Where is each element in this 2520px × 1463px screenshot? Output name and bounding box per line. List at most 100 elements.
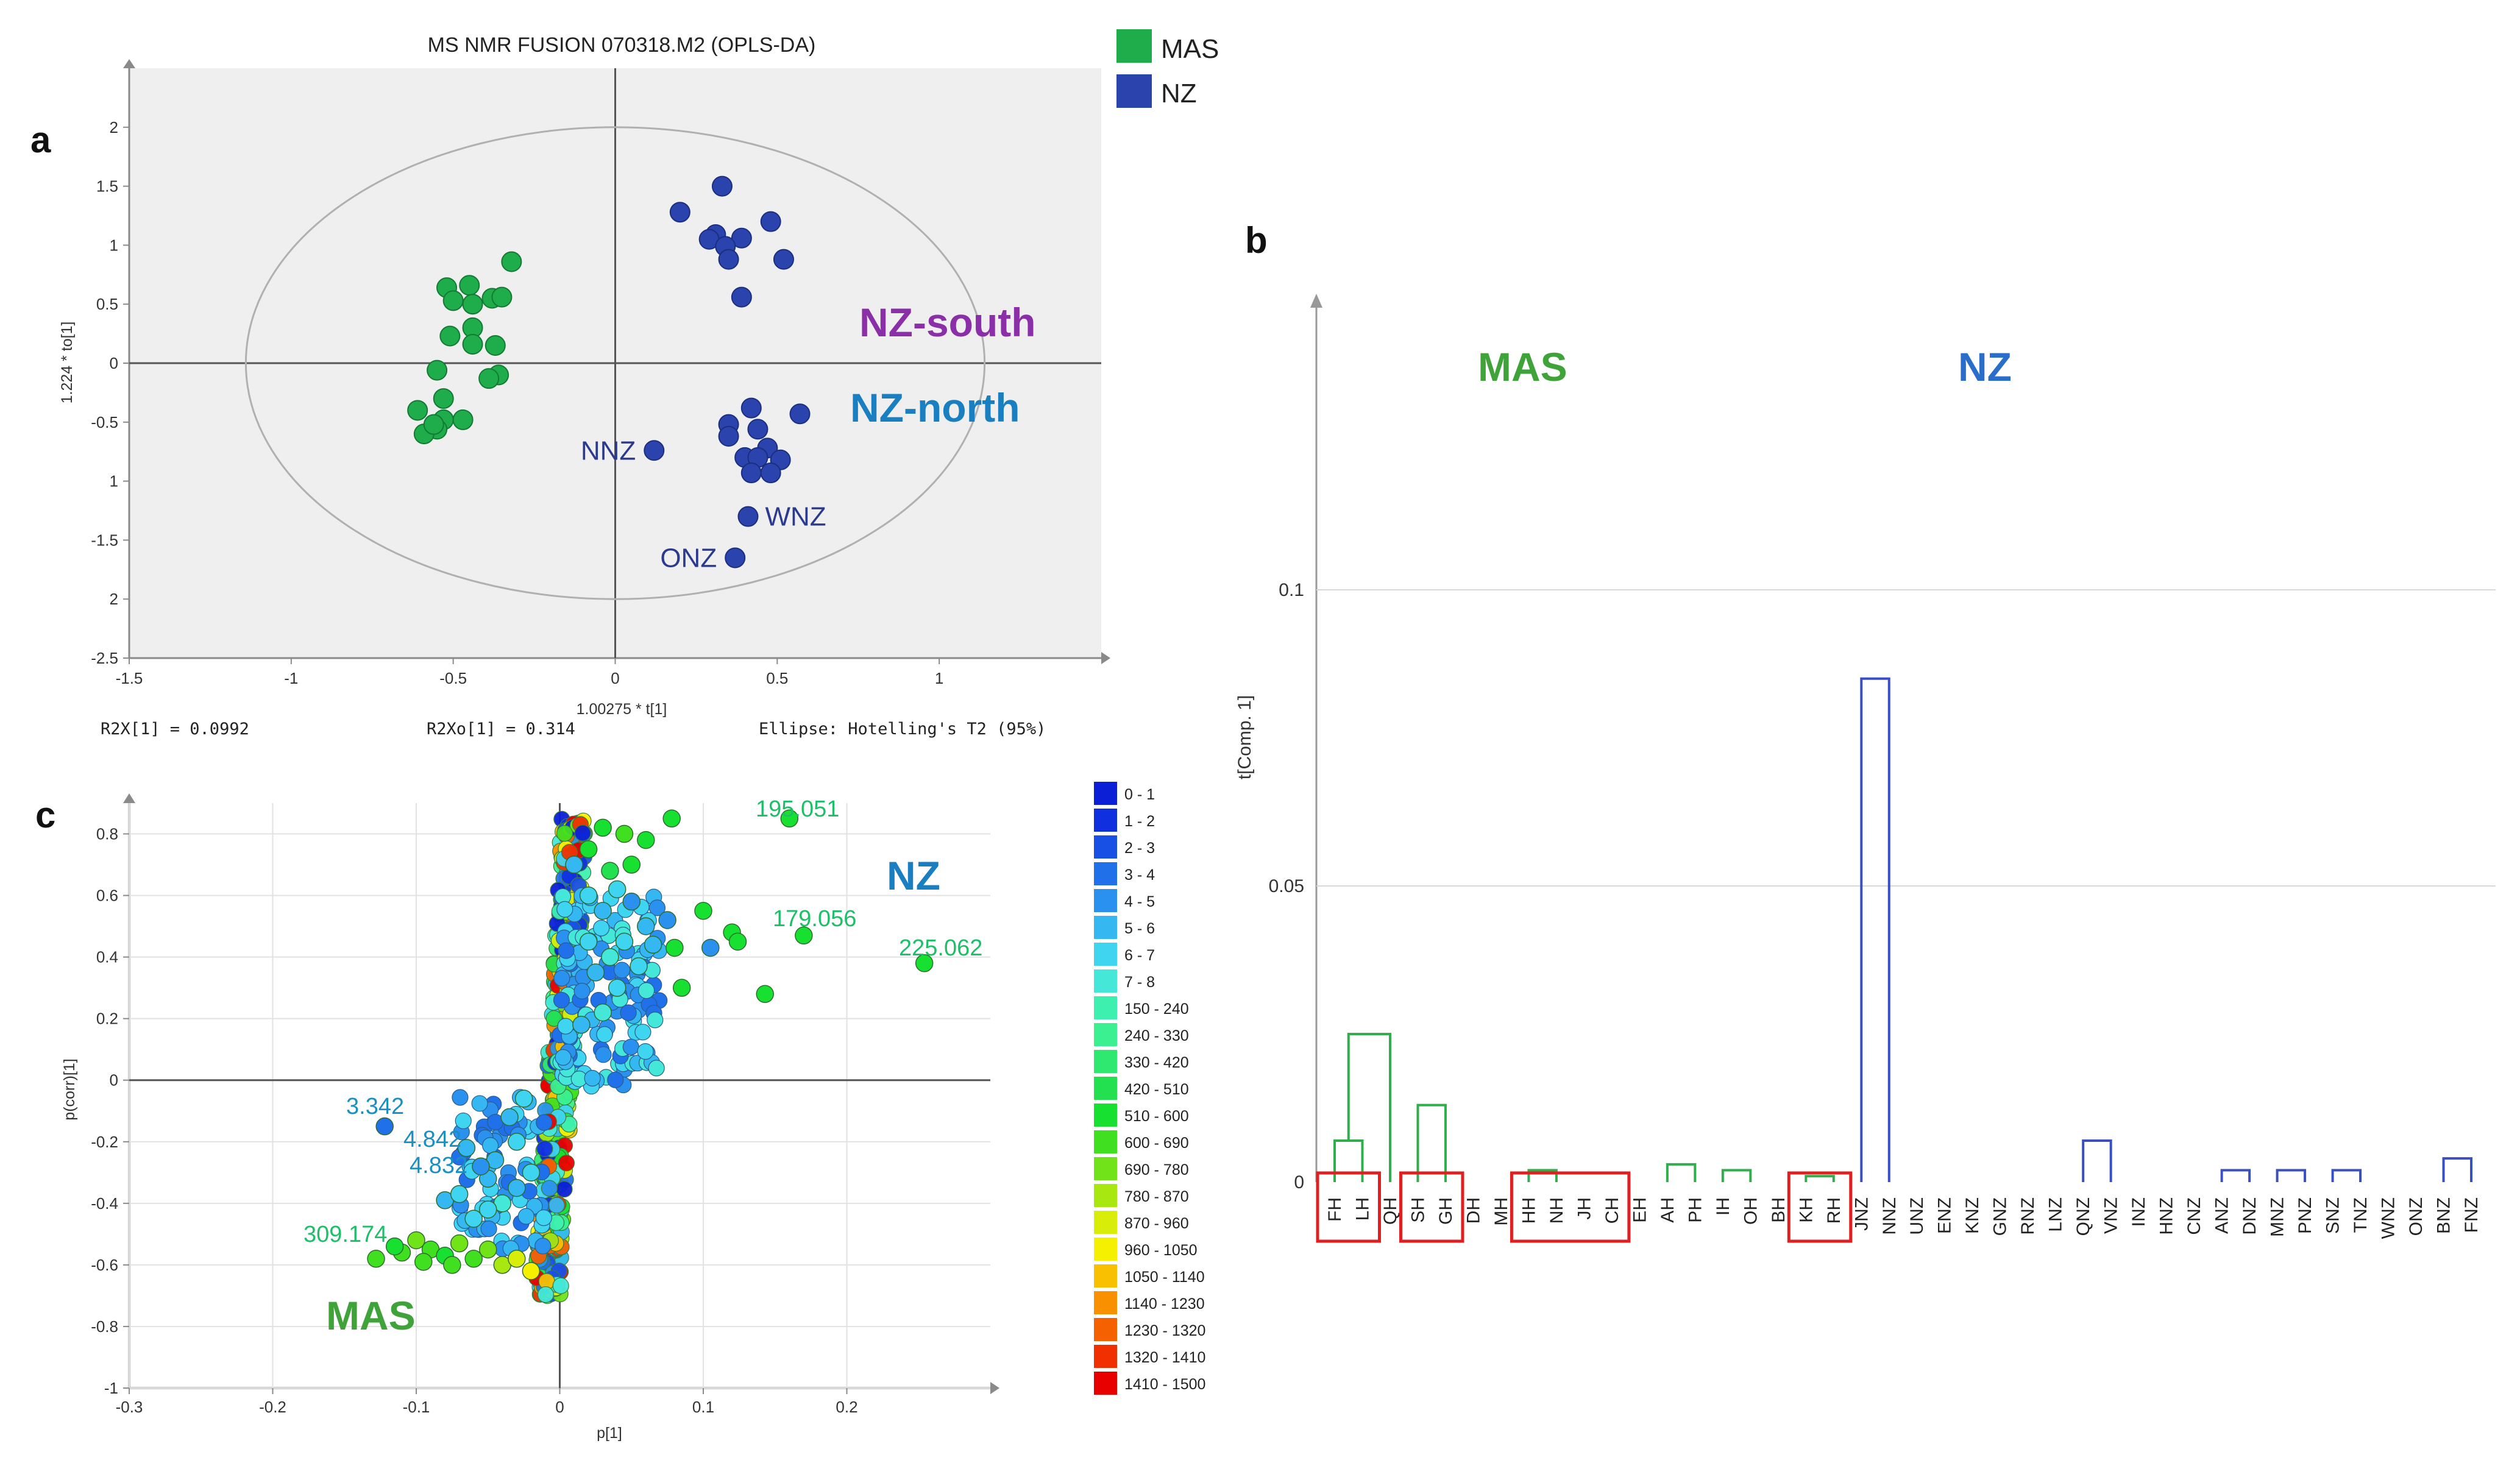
color-scale-swatch: [1094, 1157, 1117, 1180]
dendrogram-leaf-label: SH: [1408, 1197, 1428, 1223]
panel-c-x-axis-arrow: [990, 1382, 999, 1394]
color-scale-label: 780 - 870: [1124, 1188, 1189, 1205]
s-plot-variable-point: [701, 938, 720, 957]
dendrogram-link: [2442, 1157, 2472, 1182]
panel-c-y-tick-label: -0.6: [91, 1256, 118, 1274]
panel-c-x-ticks: -0.3 -0.2 -0.1 0 0.1 0.2: [116, 1388, 858, 1416]
s-plot-variable-point: [367, 1250, 385, 1268]
dendrogram-leaf-label: NH: [1547, 1197, 1567, 1224]
dendrogram-leaf-label: EH: [1630, 1197, 1650, 1223]
s-plot-nz-side-point: [648, 1060, 665, 1077]
panel-c-x-label: p[1]: [597, 1425, 622, 1442]
mas-sample-point: [478, 368, 500, 389]
dendrogram-link: [2220, 1169, 2251, 1182]
nz-sample-point: [740, 462, 762, 484]
s-plot-mas-side-point: [471, 1095, 488, 1112]
panel-a-y-ticks: 2 1.5 1 0.5 0 -0.5 1 -1.5 2 -2.5: [91, 118, 129, 667]
dendrogram-link: [2276, 1169, 2307, 1182]
panel-b-y-ticks: 0 0.05 0.1: [1269, 580, 1304, 1192]
panel-a-y-tick-label: 1: [110, 472, 118, 491]
dendrogram-leaf-label: BH: [1769, 1197, 1789, 1223]
color-scale-label: 600 - 690: [1124, 1135, 1189, 1152]
s-plot-nz-side-point: [595, 1046, 612, 1063]
s-plot-variable-point: [579, 840, 598, 859]
s-plot-variable-point: [508, 1133, 526, 1151]
s-plot-variable-point: [694, 902, 712, 920]
panel-a-x-tick-label: 1: [935, 669, 943, 687]
color-scale-swatch: [1094, 969, 1117, 993]
panel-a-y-tick-label: -0.5: [91, 413, 118, 431]
color-scale-swatch: [1094, 943, 1117, 966]
dendrogram-leaf-label: QH: [1380, 1197, 1400, 1225]
panel-b-y-tick-label: 0.1: [1279, 580, 1304, 600]
s-plot-nz-side-point: [555, 1049, 572, 1066]
s-plot-variable-point: [443, 1256, 461, 1274]
dendrogram-leaf-label: HH: [1519, 1197, 1539, 1224]
s-plot-dense-point: [558, 1155, 575, 1172]
dendrogram-leaf-label: UNZ: [1907, 1197, 1927, 1235]
mas-sample-point: [501, 251, 522, 272]
color-scale-swatch: [1094, 1184, 1117, 1207]
dendrogram-link: [1805, 1175, 1835, 1182]
s-plot-variable-point: [608, 979, 626, 997]
color-scale-swatch: [1094, 1291, 1117, 1314]
color-scale-label: 330 - 420: [1124, 1054, 1189, 1071]
dendrogram-leaf-label: KNZ: [1962, 1197, 1982, 1234]
s-plot-nz-side-point: [556, 901, 573, 918]
dendrogram-highlight-box: [1399, 1171, 1464, 1243]
dendrogram-leaf-label: SNZ: [2323, 1197, 2343, 1234]
panel-a-title: MS NMR FUSION 070318.M2 (OPLS-DA): [428, 34, 816, 57]
s-plot-dense-point: [556, 1181, 573, 1198]
dendrogram-link: [1347, 1033, 1391, 1182]
panel-c-variable-points: [367, 809, 934, 1280]
dendrogram-leaf-label: OH: [1741, 1197, 1761, 1225]
panel-c-x-tick-label: -0.3: [116, 1398, 143, 1416]
s-plot-variable-point: [579, 886, 598, 905]
color-scale-label: 1050 - 1140: [1124, 1269, 1205, 1286]
dendrogram-leaf-label: WNZ: [2379, 1197, 2399, 1239]
s-plot-annotation: 225.062: [899, 935, 982, 961]
panel-label-b: b: [1245, 220, 1268, 261]
s-plot-variable-point: [622, 855, 641, 874]
s-plot-variable-point: [375, 1117, 394, 1136]
legend-nz-label: NZ: [1161, 79, 1197, 108]
color-scale-swatch: [1094, 1372, 1117, 1395]
color-scale-label: 0 - 1: [1124, 786, 1155, 803]
s-plot-mas-side-point: [452, 1089, 469, 1106]
dendrogram-leaf-label: GH: [1436, 1197, 1456, 1225]
dendrogram-leaf-label: CNZ: [2184, 1197, 2204, 1235]
panel-c-x-tick-label: -0.1: [403, 1398, 430, 1416]
color-scale-label: 4 - 5: [1124, 893, 1155, 910]
panel-a-x-ticks: -1.5 -1 -0.5 0 0.5 1: [116, 658, 943, 687]
s-plot-mas-side-point: [455, 1112, 472, 1130]
mas-sample-point: [423, 414, 444, 435]
s-plot-mas-side-point: [481, 1137, 499, 1154]
panel-c-x-tick-label: 0: [555, 1398, 564, 1416]
legend-mas-swatch: [1116, 29, 1152, 63]
panel-a-r2xo: R2Xo[1] = 0.314: [427, 720, 575, 739]
dendrogram-leaf-label: FNZ: [2461, 1197, 2482, 1233]
panel-a-y-tick-label: -1.5: [91, 531, 118, 549]
panel-c-y-tick-label: 0: [110, 1071, 118, 1089]
color-scale-swatch: [1094, 1238, 1117, 1261]
nz-sample-point: [760, 462, 781, 484]
panel-c-color-scale-legend: 0 - 1 1 - 2 2 - 3 3 - 4 4 - 5 5 - 6 6 - 7 7 - 8…: [1094, 782, 1205, 1395]
dendrogram-leaf-label: PH: [1685, 1197, 1705, 1223]
color-scale-label: 7 - 8: [1124, 974, 1155, 991]
mas-sample-point: [452, 409, 474, 430]
s-plot-variable-point: [579, 932, 598, 951]
panel-c-y-tick-label: -0.4: [91, 1194, 118, 1213]
nz-sample-point: [711, 175, 733, 197]
panel-c-y-tick-label: 0.8: [96, 825, 118, 843]
nz-sample-label: ONZ: [660, 543, 717, 573]
panel-a-x-tick-label: -1.5: [116, 669, 143, 687]
dendrogram-leaf-label: NNZ: [1879, 1197, 1900, 1235]
mas-sample-point: [433, 388, 454, 409]
color-scale-label: 1320 - 1410: [1124, 1349, 1205, 1366]
s-plot-variable-point: [665, 938, 684, 957]
dendrogram-leaf-label: JH: [1574, 1197, 1594, 1220]
dendrogram-leaf-label: MH: [1491, 1197, 1511, 1226]
panel-c-y-ticks: 0.8 0.6 0.4 0.2 0 -0.2 -0.4 -0.6 -0.8 -1: [91, 825, 129, 1397]
nz-sample-point: [718, 426, 739, 447]
color-scale-label: 1230 - 1320: [1124, 1322, 1205, 1339]
